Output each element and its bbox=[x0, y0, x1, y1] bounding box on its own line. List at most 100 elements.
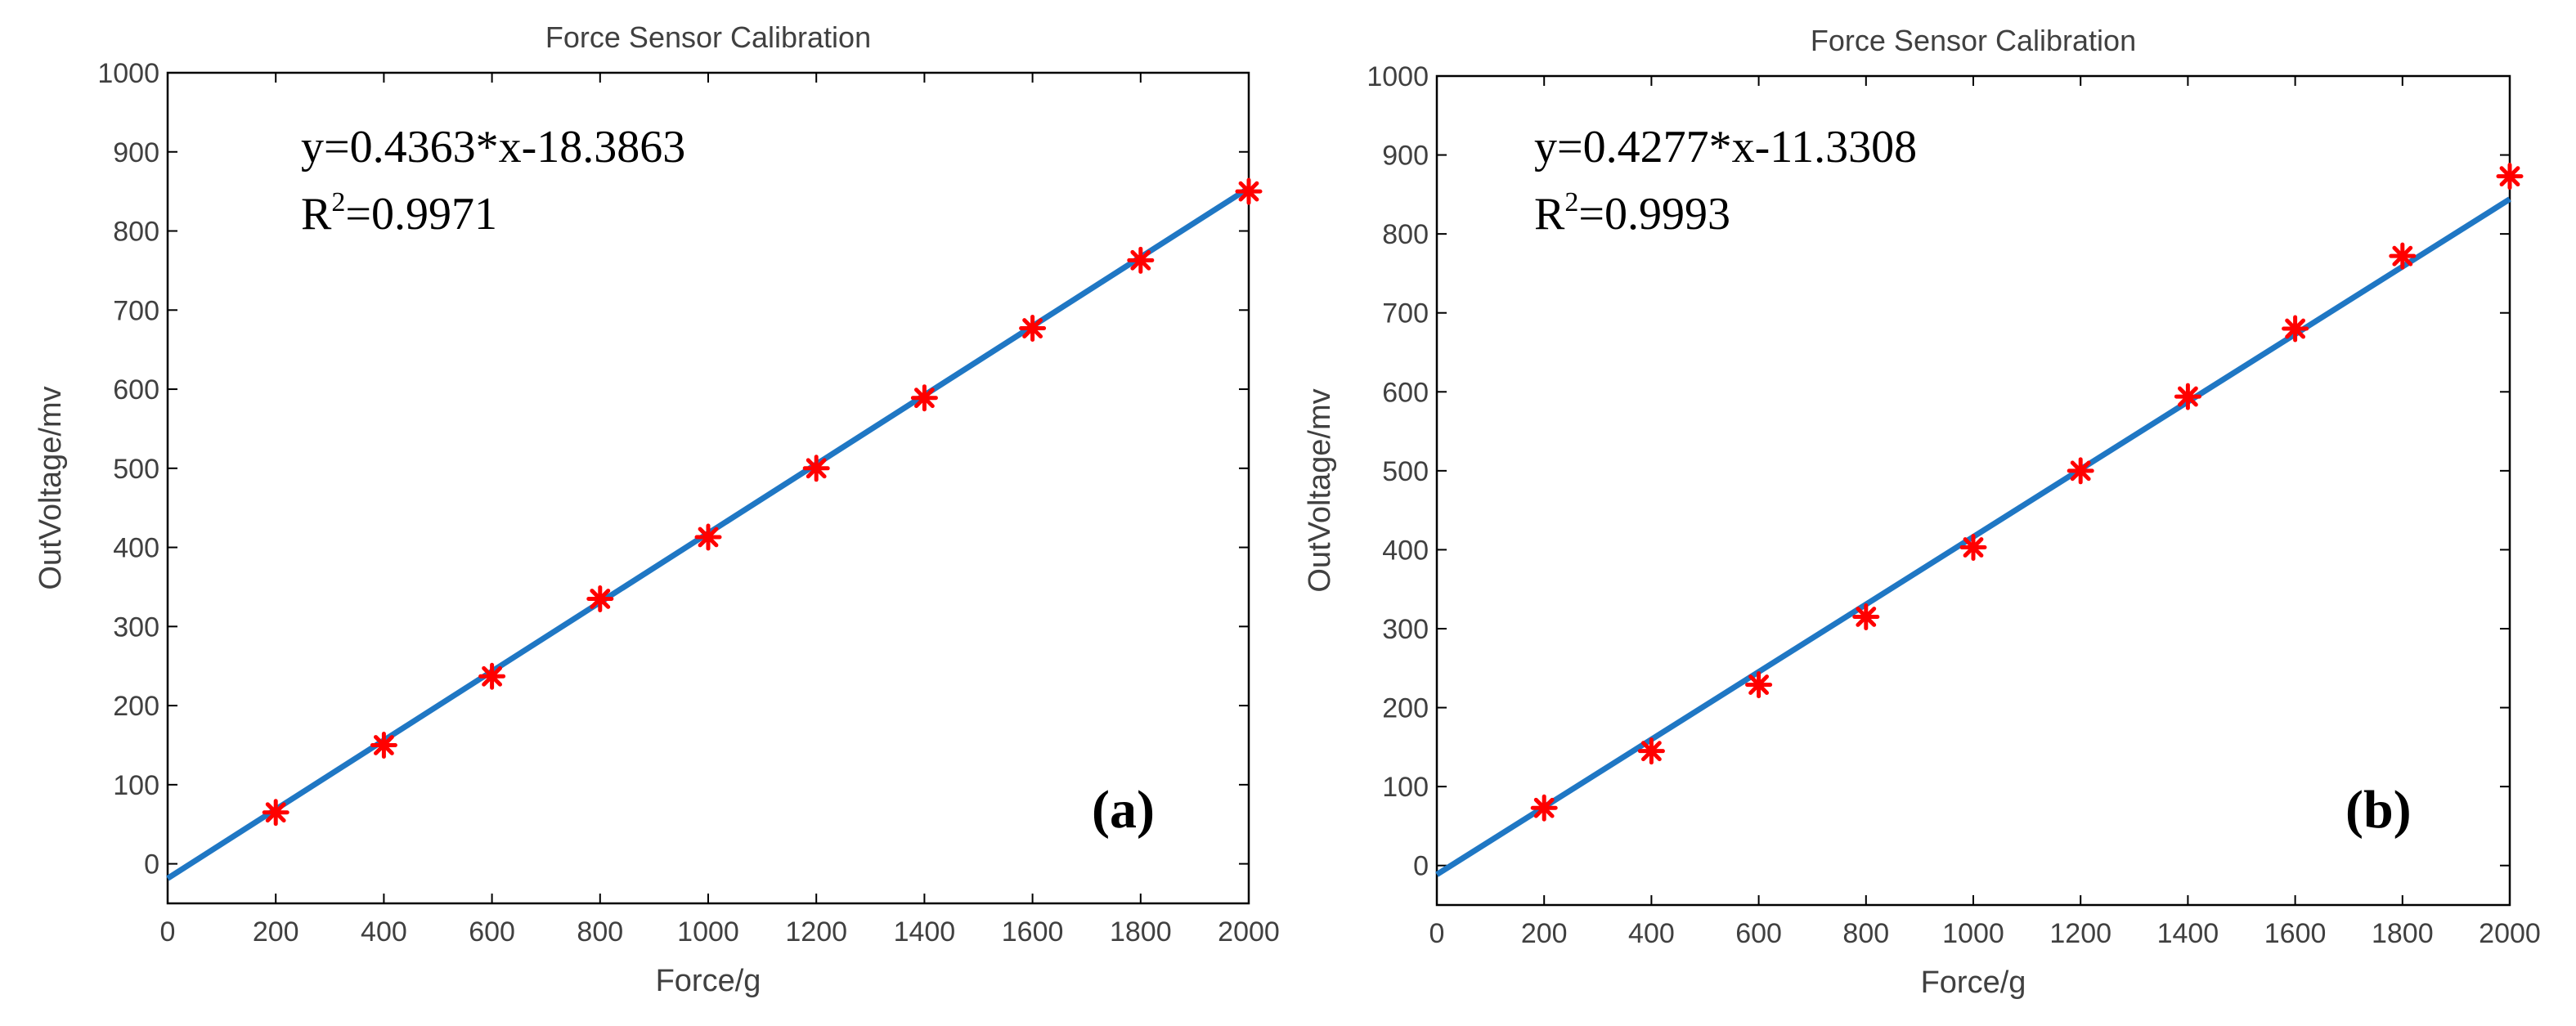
panel-label: (a) bbox=[1092, 780, 1155, 840]
r-squared: R2=0.9971 bbox=[301, 187, 497, 240]
data-point-stroke bbox=[1130, 249, 1151, 271]
x-tick-label: 1800 bbox=[1110, 916, 1172, 948]
y-tick-label: 0 bbox=[144, 849, 159, 880]
data-point bbox=[586, 585, 614, 612]
x-axis-label: Force/g bbox=[1921, 966, 2026, 1000]
x-tick-label: 1000 bbox=[677, 916, 739, 948]
y-axis-label: OutVoltage/mv bbox=[34, 386, 68, 589]
data-point-stroke bbox=[914, 388, 935, 409]
y-tick-label: 800 bbox=[113, 217, 159, 248]
data-point-stroke bbox=[374, 735, 394, 755]
r-squared-symbol: R bbox=[1534, 189, 1565, 240]
data-point bbox=[802, 455, 830, 482]
data-point-stroke bbox=[2178, 386, 2198, 407]
chart-panel-a: Force Sensor Calibration 0 200 400 600 800 10… bbox=[34, 20, 1280, 998]
data-point bbox=[2174, 383, 2201, 410]
data-point-stroke bbox=[1022, 318, 1043, 338]
x-tick-label: 400 bbox=[1628, 918, 1675, 949]
data-point bbox=[370, 731, 397, 759]
y-tick-label: 100 bbox=[1382, 772, 1429, 803]
data-point bbox=[2282, 315, 2309, 343]
y-tick-label: 600 bbox=[113, 374, 159, 405]
y-tick-label: 700 bbox=[113, 295, 159, 326]
axis-ticks: 0 200 400 600 800 1000 1200 1400 1600 1800 2000 0 10… bbox=[97, 58, 1279, 948]
x-axis-label: Force/g bbox=[656, 964, 761, 998]
x-tick-label: 1200 bbox=[785, 916, 847, 948]
fit-equation: y=0.4277*x-11.3308 bbox=[1534, 122, 1917, 172]
y-tick-label: 400 bbox=[1382, 535, 1429, 566]
data-point-stroke bbox=[1748, 674, 1769, 695]
data-point-stroke bbox=[1856, 607, 1877, 627]
y-tick-label: 200 bbox=[113, 691, 159, 722]
x-tick-label: 2000 bbox=[2479, 918, 2541, 949]
x-tick-label: 400 bbox=[361, 916, 407, 948]
data-marks bbox=[1435, 163, 2524, 877]
x-tick-label: 0 bbox=[1429, 918, 1445, 949]
data-point-stroke bbox=[806, 458, 827, 479]
x-tick-label: 1400 bbox=[894, 916, 956, 948]
data-point-stroke bbox=[1963, 537, 1984, 558]
data-point bbox=[2389, 242, 2417, 270]
data-point bbox=[2496, 163, 2524, 190]
data-point-stroke bbox=[1533, 797, 1555, 818]
x-tick-label: 1600 bbox=[1002, 916, 1064, 948]
y-tick-label: 500 bbox=[1382, 456, 1429, 487]
r-squared-value: =0.9993 bbox=[1578, 189, 1730, 240]
r-squared-exponent: 2 bbox=[1564, 187, 1578, 217]
data-point-stroke bbox=[265, 802, 286, 823]
data-point bbox=[262, 799, 289, 827]
y-tick-label: 600 bbox=[1382, 377, 1429, 408]
x-tick-label: 800 bbox=[1842, 918, 1889, 949]
x-tick-label: 800 bbox=[577, 916, 623, 948]
data-point-stroke bbox=[698, 526, 719, 548]
x-tick-label: 200 bbox=[1521, 918, 1568, 949]
chart-title: Force Sensor Calibration bbox=[545, 20, 871, 54]
data-point bbox=[1959, 534, 1987, 562]
data-point bbox=[1019, 315, 1047, 343]
data-point bbox=[1235, 177, 1263, 205]
y-tick-label: 400 bbox=[113, 533, 159, 564]
x-tick-label: 600 bbox=[469, 916, 515, 948]
data-point bbox=[1637, 737, 1665, 765]
x-tick-label: 1200 bbox=[2049, 918, 2112, 949]
data-point-stroke bbox=[2392, 245, 2413, 267]
x-tick-label: 1800 bbox=[2372, 918, 2434, 949]
fit-equation: y=0.4363*x-18.3863 bbox=[301, 122, 685, 172]
data-point bbox=[1852, 603, 1880, 631]
data-point bbox=[2067, 457, 2094, 485]
x-tick-label: 1400 bbox=[2157, 918, 2219, 949]
y-tick-label: 800 bbox=[1382, 219, 1429, 250]
panel-label: (b) bbox=[2345, 780, 2412, 840]
y-axis-label: OutVoltage/mv bbox=[1303, 388, 1337, 592]
chart-title: Force Sensor Calibration bbox=[1811, 24, 2136, 57]
y-tick-label: 200 bbox=[1382, 693, 1429, 724]
y-tick-label: 0 bbox=[1413, 851, 1429, 882]
data-point bbox=[478, 662, 506, 690]
data-point-stroke bbox=[2285, 318, 2305, 339]
y-tick-label: 300 bbox=[113, 612, 159, 643]
data-point bbox=[1745, 671, 1773, 699]
data-point bbox=[910, 384, 938, 412]
data-point-stroke bbox=[482, 665, 502, 687]
y-tick-label: 1000 bbox=[97, 58, 159, 89]
x-tick-label: 1000 bbox=[1942, 918, 2004, 949]
y-tick-label: 900 bbox=[113, 137, 159, 168]
x-tick-label: 0 bbox=[160, 916, 176, 948]
y-tick-label: 100 bbox=[113, 770, 159, 801]
x-tick-label: 2000 bbox=[1218, 916, 1280, 948]
y-tick-label: 700 bbox=[1382, 298, 1429, 329]
data-point bbox=[1127, 246, 1155, 274]
y-tick-label: 900 bbox=[1382, 141, 1429, 172]
chart-panel-b: Force Sensor Calibration 0 200 400 600 800 10… bbox=[1303, 24, 2541, 1000]
axis-ticks: 0 200 400 600 800 1000 1200 1400 1600 1800 2000 0 10… bbox=[1367, 61, 2540, 949]
x-tick-label: 200 bbox=[253, 916, 299, 948]
x-tick-label: 600 bbox=[1735, 918, 1782, 949]
data-point-stroke bbox=[590, 589, 611, 609]
data-point bbox=[694, 523, 722, 551]
data-marks bbox=[166, 177, 1263, 881]
data-point-stroke bbox=[2499, 166, 2520, 187]
r-squared-value: =0.9971 bbox=[345, 189, 497, 240]
y-tick-label: 300 bbox=[1382, 614, 1429, 645]
data-point-stroke bbox=[1641, 741, 1662, 762]
